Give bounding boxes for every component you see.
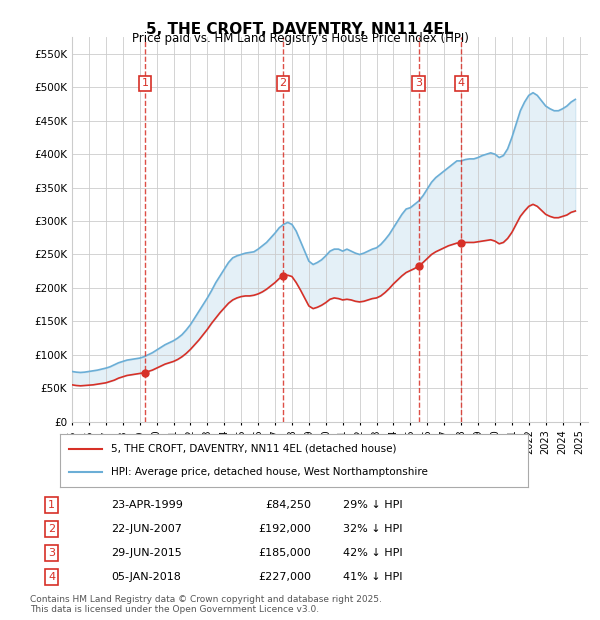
Text: 3: 3 xyxy=(415,78,422,88)
Text: 22-JUN-2007: 22-JUN-2007 xyxy=(111,524,182,534)
Text: 29% ↓ HPI: 29% ↓ HPI xyxy=(343,500,403,510)
Text: 1: 1 xyxy=(142,78,148,88)
Text: 4: 4 xyxy=(458,78,465,88)
Text: 05-JAN-2018: 05-JAN-2018 xyxy=(111,572,181,582)
Text: £192,000: £192,000 xyxy=(258,524,311,534)
Text: 2: 2 xyxy=(280,78,287,88)
Text: 5, THE CROFT, DAVENTRY, NN11 4EL: 5, THE CROFT, DAVENTRY, NN11 4EL xyxy=(146,22,454,37)
Text: 29-JUN-2015: 29-JUN-2015 xyxy=(111,548,182,558)
Text: 4: 4 xyxy=(48,572,55,582)
Text: 42% ↓ HPI: 42% ↓ HPI xyxy=(343,548,403,558)
Text: Contains HM Land Registry data © Crown copyright and database right 2025.: Contains HM Land Registry data © Crown c… xyxy=(30,595,382,604)
Text: £185,000: £185,000 xyxy=(258,548,311,558)
Text: 32% ↓ HPI: 32% ↓ HPI xyxy=(343,524,403,534)
Text: 23-APR-1999: 23-APR-1999 xyxy=(111,500,183,510)
Text: 5, THE CROFT, DAVENTRY, NN11 4EL (detached house): 5, THE CROFT, DAVENTRY, NN11 4EL (detach… xyxy=(112,444,397,454)
Text: HPI: Average price, detached house, West Northamptonshire: HPI: Average price, detached house, West… xyxy=(112,467,428,477)
Text: £227,000: £227,000 xyxy=(258,572,311,582)
Text: This data is licensed under the Open Government Licence v3.0.: This data is licensed under the Open Gov… xyxy=(30,604,319,614)
Text: 2: 2 xyxy=(48,524,55,534)
Text: 1: 1 xyxy=(48,500,55,510)
Text: 3: 3 xyxy=(48,548,55,558)
Text: 41% ↓ HPI: 41% ↓ HPI xyxy=(343,572,403,582)
Text: £84,250: £84,250 xyxy=(265,500,311,510)
Text: Price paid vs. HM Land Registry's House Price Index (HPI): Price paid vs. HM Land Registry's House … xyxy=(131,32,469,45)
